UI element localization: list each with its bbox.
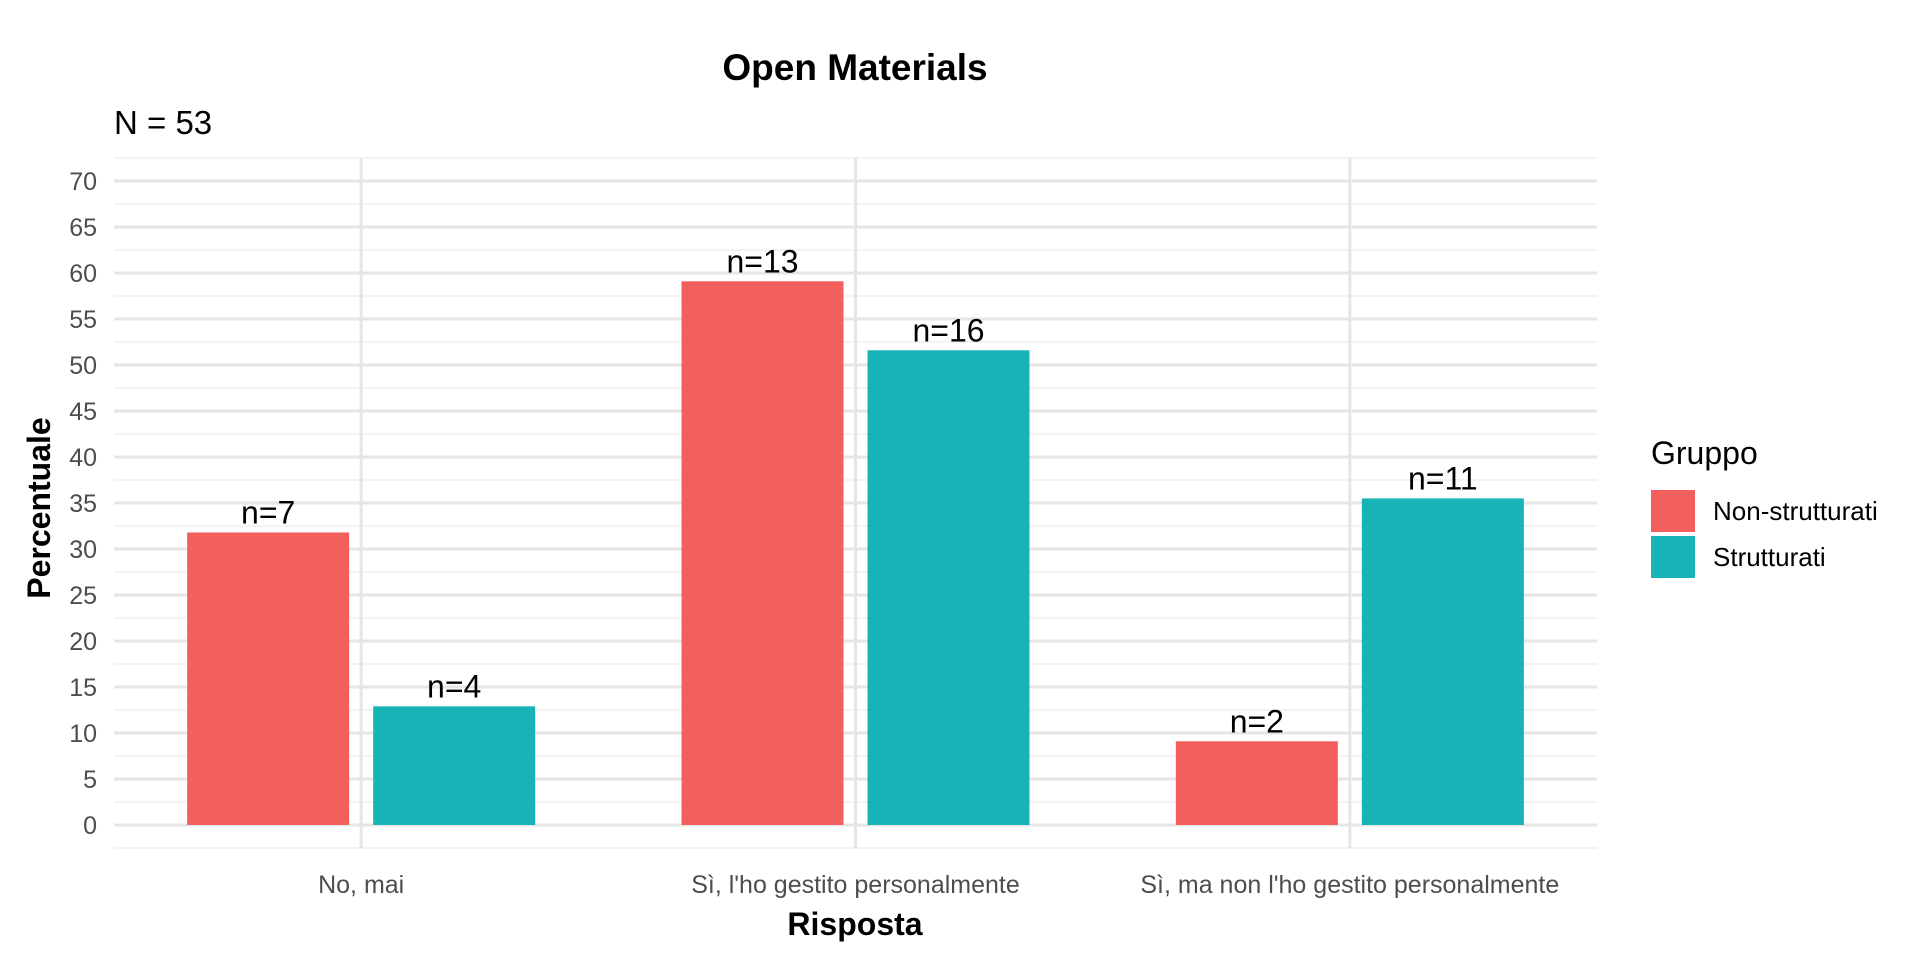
bar-non-strutturati	[1175, 741, 1338, 825]
bar-strutturati	[867, 350, 1030, 825]
legend-swatch-strutturati	[1651, 536, 1695, 578]
x-tick-label: Sì, l'ho gestito personalmente	[691, 871, 1020, 899]
y-tick-label: 40	[69, 444, 97, 472]
y-tick-label: 15	[69, 674, 97, 702]
legend-swatch-non-strutturati	[1651, 490, 1695, 532]
y-axis-title: Percentuale	[21, 417, 57, 598]
y-tick-label: 10	[69, 720, 97, 748]
data-label-strutturati: n=4	[427, 668, 481, 704]
y-tick-label: 55	[69, 306, 97, 334]
y-tick-label: 45	[69, 398, 97, 426]
y-tick-label: 65	[69, 214, 97, 242]
y-axis-ticks: 0 5 10 15 20 25 30 35 40 45 50 55 60 65 70	[69, 168, 97, 840]
x-tick-label: Sì, ma non l'ho gestito personalmente	[1140, 871, 1559, 899]
x-tick-label: No, mai	[318, 871, 404, 899]
y-tick-label: 5	[83, 766, 97, 794]
data-label-strutturati: n=11	[1408, 460, 1478, 496]
bars	[187, 281, 1524, 825]
y-tick-label: 60	[69, 260, 97, 288]
data-label-non-strutturati: n=2	[1230, 703, 1284, 739]
y-tick-label: 50	[69, 352, 97, 380]
bar-non-strutturati	[187, 532, 350, 825]
legend-title: Gruppo	[1651, 435, 1758, 471]
y-tick-label: 30	[69, 536, 97, 564]
data-label-strutturati: n=16	[912, 312, 984, 348]
bar-non-strutturati	[681, 281, 844, 825]
x-axis-title: Risposta	[787, 906, 922, 942]
chart-subtitle: N = 53	[114, 104, 212, 141]
legend-label-strutturati: Strutturati	[1713, 542, 1826, 572]
data-label-non-strutturati: n=7	[241, 494, 295, 530]
y-tick-label: 20	[69, 628, 97, 656]
y-tick-label: 0	[83, 812, 97, 840]
data-labels: n=7 n=13 n=2 n=4 n=16 n=11	[241, 243, 1478, 739]
y-tick-label: 70	[69, 168, 97, 196]
legend-label-non-strutturati: Non-strutturati	[1713, 496, 1878, 526]
data-label-non-strutturati: n=13	[726, 243, 798, 279]
x-axis-ticks: No, mai Sì, l'ho gestito personalmente Sì,…	[318, 871, 1559, 899]
grid	[114, 157, 1597, 849]
y-tick-label: 35	[69, 490, 97, 518]
chart-title: Open Materials	[722, 47, 987, 88]
bar-strutturati	[1361, 498, 1524, 825]
legend: Gruppo Non-strutturati Strutturati	[1651, 435, 1878, 578]
bar-strutturati	[373, 706, 536, 825]
y-tick-label: 25	[69, 582, 97, 610]
